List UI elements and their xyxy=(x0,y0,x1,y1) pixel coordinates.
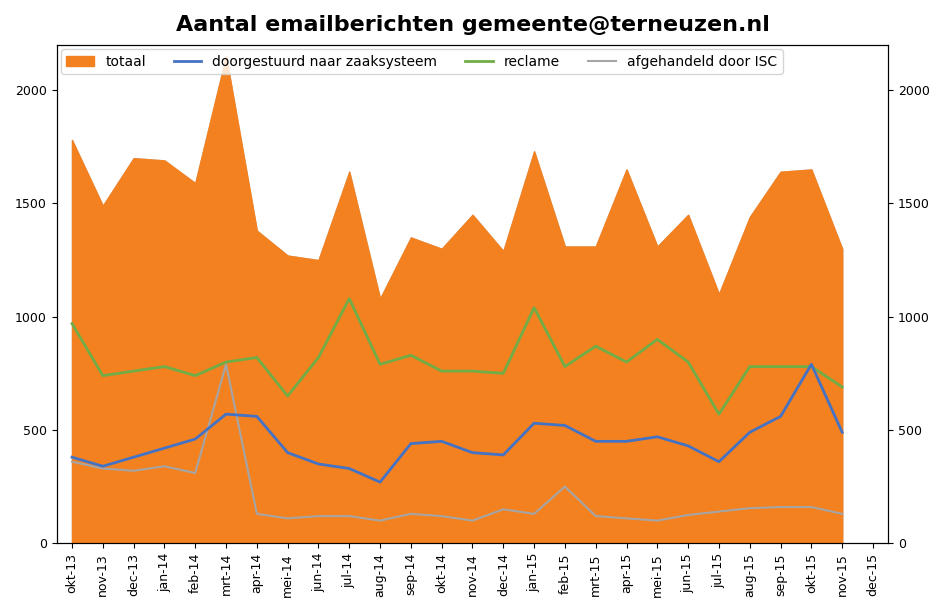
Legend: totaal, doorgestuurd naar zaaksysteem, reclame, afgehandeld door ISC: totaal, doorgestuurd naar zaaksysteem, r… xyxy=(60,49,782,74)
Title: Aantal emailberichten gemeente@terneuzen.nl: Aantal emailberichten gemeente@terneuzen… xyxy=(176,15,768,35)
